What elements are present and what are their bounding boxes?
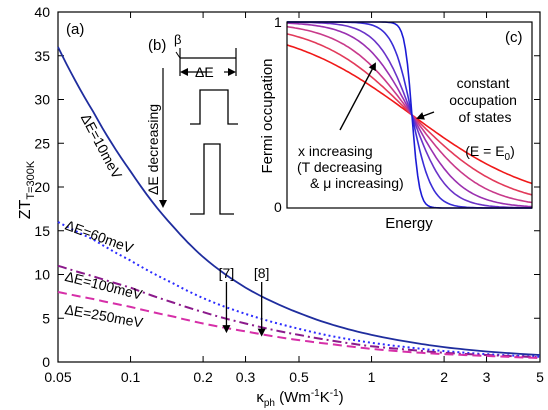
y-tick-label: 40 (34, 4, 50, 20)
x-tick-label: 5 (536, 369, 544, 385)
panel-b-delta-e: ΔE (195, 64, 214, 80)
series-line (57, 221, 541, 358)
panel-b-pulse-narrow (190, 143, 234, 215)
panel-b-pulse-wide (190, 89, 238, 125)
inset-arrow-label: x increasing (T decreasing & μ increasin… (297, 143, 404, 191)
y-tick-label: 5 (42, 310, 50, 326)
series-line (57, 291, 541, 360)
x-tick-label: 0.5 (289, 369, 309, 385)
inset-y-tick-1: 1 (274, 14, 282, 30)
inset-side-label-line-2: occupation (449, 92, 517, 108)
inset-y-label: Fermi occupation (259, 58, 276, 173)
x-axis-label-sup1: -1 (311, 388, 320, 399)
panel-b-vertical-label: ΔE decreasing (145, 104, 161, 195)
reference-label: [8] (254, 265, 270, 281)
inset-background (287, 22, 532, 208)
y-axis-label: ZTT=300K (17, 160, 37, 219)
inset-side-equation-sub: 0 (505, 152, 511, 163)
panel-c: 0 1 Fermi occupation Energy (c) x increa… (259, 14, 533, 232)
inset-side-label-line-1: constant (457, 75, 510, 91)
y-axis-label-sub: T=300K (25, 160, 37, 199)
x-tick-label: 0.1 (121, 369, 141, 385)
y-tick-label: 10 (34, 267, 50, 283)
y-tick-label: 30 (34, 92, 50, 108)
panel-b-beta: β (174, 32, 181, 47)
y-axis-label-main: ZT (17, 199, 34, 219)
panel-b: (b) β ΔE ΔE decreasing (145, 32, 238, 215)
x-axis-label: κph (Wm-1K-1) (256, 388, 343, 409)
panel-c-label: (c) (505, 29, 523, 46)
y-tick-label: 35 (34, 48, 50, 64)
x-axis-label-sup2: -1 (330, 388, 339, 399)
x-axis-label-main: κ (256, 389, 264, 406)
main-annotations: [7] [8] (219, 265, 270, 337)
panel-b-label: (b) (148, 37, 166, 54)
inset-arrow-label-line-2: (T decreasing (297, 159, 382, 175)
inset-arrow-label-line-1: x increasing (298, 143, 373, 159)
x-tick-label: 2 (440, 369, 448, 385)
inset-side-label-line-3: of states (459, 109, 512, 125)
series-label: ΔE=10meV (78, 111, 126, 182)
inset-crossing-arrow (416, 111, 435, 120)
x-tick-label: 3 (483, 369, 491, 385)
panel-a-label: (a) (66, 21, 84, 38)
y-tick-label: 25 (34, 135, 50, 151)
inset-side-label: constant occupation of states (449, 75, 521, 125)
series-line (57, 264, 541, 359)
y-tick-label: 15 (34, 223, 50, 239)
x-tick-label: 0.2 (193, 369, 213, 385)
series-label: ΔE=60meV (63, 217, 136, 257)
series-line (57, 46, 541, 356)
x-axis-label-rest: (Wm (275, 389, 311, 406)
y-tick-label: 20 (34, 179, 50, 195)
reference-label: [7] (219, 265, 235, 281)
inset-frame (286, 21, 533, 209)
inset-arrow-label-line-3: & μ increasing) (310, 175, 404, 191)
panel-b-beta-arrow (175, 51, 181, 59)
y-tick-label: 0 (42, 354, 50, 370)
inset-side-equation: (E = E0) (465, 143, 515, 163)
inset-fermi-curve (287, 21, 532, 209)
series-label: ΔE=250meV (64, 301, 145, 331)
inset-y-tick-0: 0 (274, 199, 282, 215)
inset-side-equation-post: ) (510, 143, 515, 159)
x-tick-label: 0.05 (44, 369, 71, 385)
inset-side-equation-pre: (E = E (465, 143, 504, 159)
series-label: ΔE=100meV (63, 268, 144, 303)
inset-x-label: Energy (385, 215, 433, 232)
inset-x-arrow (339, 62, 376, 131)
x-axis-label-sub: ph (264, 398, 275, 409)
x-tick-label: 1 (368, 369, 376, 385)
x-tick-label: 0.3 (236, 369, 256, 385)
main-series (57, 46, 541, 360)
x-axis-label-mid: K (320, 389, 330, 406)
x-axis-label-end: ) (339, 389, 344, 406)
